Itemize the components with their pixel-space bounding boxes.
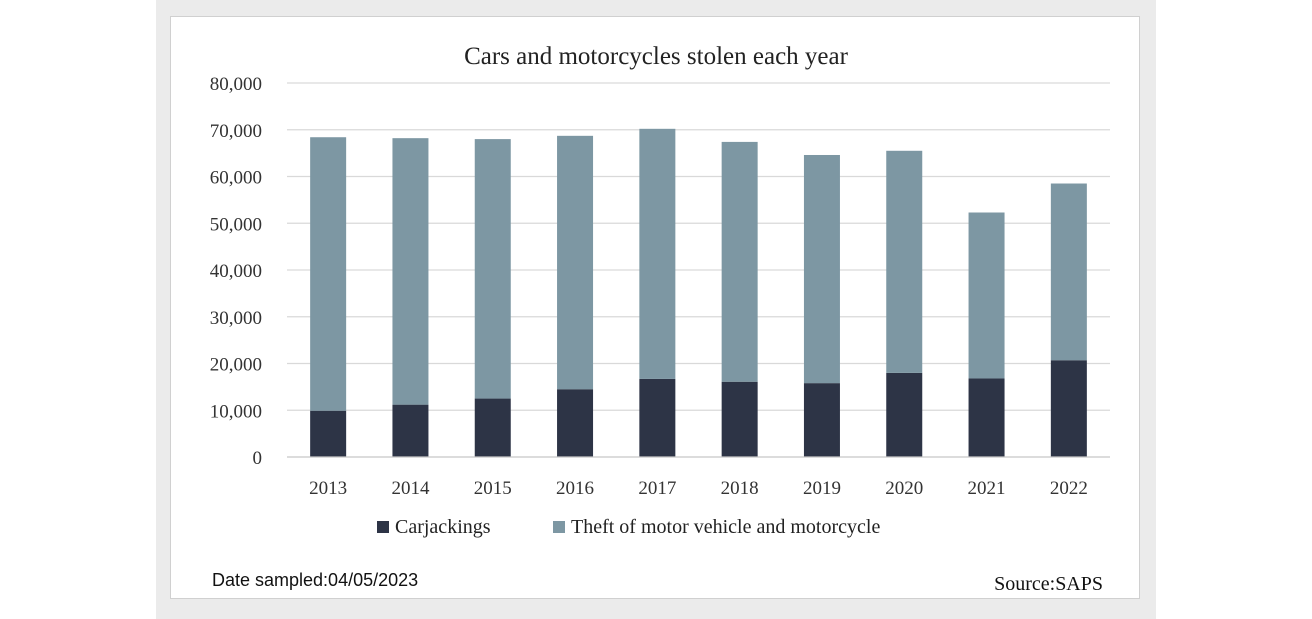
bar-carjackings-2015 [474,398,511,457]
bar-theft-2018 [721,141,758,382]
y-tick-label: 20,000 [210,355,262,376]
y-tick-label: 70,000 [210,121,262,142]
y-tick-label: 50,000 [210,214,262,235]
date-sampled: Date sampled:04/05/2023 [212,570,418,590]
bar-carjackings-2018 [721,381,758,457]
source-label: Source:SAPS [994,573,1103,595]
legend-label-carjackings: Carjackings [395,516,491,538]
y-tick-label: 30,000 [210,308,262,329]
bar-carjackings-2016 [557,389,594,457]
x-tick-label: 2016 [556,478,594,499]
x-tick-label: 2015 [474,478,512,499]
x-tick-label: 2014 [391,478,430,499]
bar-theft-2019 [803,154,840,384]
y-tick-label: 40,000 [210,261,262,282]
bar-theft-2016 [557,135,594,390]
x-tick-label: 2020 [885,478,923,499]
bar-carjackings-2013 [310,410,347,457]
y-tick-label: 80,000 [210,74,262,95]
bar-carjackings-2019 [803,383,840,457]
x-tick-label: 2019 [803,478,841,499]
legend-swatch-theft [553,521,565,533]
y-tick-label: 60,000 [210,168,262,189]
x-tick-label: 2013 [309,478,347,499]
bar-theft-2013 [310,137,347,411]
chart-title: Cars and motorcycles stolen each year [464,43,849,70]
legend-label-theft: Theft of motor vehicle and motorcycle [571,516,880,538]
bar-carjackings-2020 [886,372,923,457]
legend: Carjackings Theft of motor vehicle and m… [377,516,880,538]
legend-swatch-carjackings [377,521,389,533]
y-axis-ticks: 0 10,000 20,000 30,000 40,000 50,000 60,000 70,… [210,74,262,469]
y-tick-label: 10,000 [210,401,262,422]
bar-carjackings-2022 [1050,360,1087,457]
y-tick-label: 0 [253,448,263,469]
x-tick-label: 2018 [721,478,759,499]
bar-carjackings-2021 [968,378,1005,457]
bar-theft-2015 [474,139,511,399]
bar-carjackings-2014 [392,404,429,457]
bar-theft-2014 [392,138,429,405]
x-tick-label: 2022 [1050,478,1088,499]
bar-theft-2017 [639,128,676,379]
x-tick-label: 2017 [638,478,676,499]
x-tick-label: 2021 [968,478,1006,499]
x-axis-ticks: 2013 2014 2015 2016 2017 2018 2019 2020 2021 2022 [309,478,1088,499]
bar-theft-2021 [968,212,1005,379]
bar-carjackings-2017 [639,378,676,457]
bars [310,128,1087,457]
bar-theft-2020 [886,150,923,373]
bar-theft-2022 [1050,183,1087,361]
